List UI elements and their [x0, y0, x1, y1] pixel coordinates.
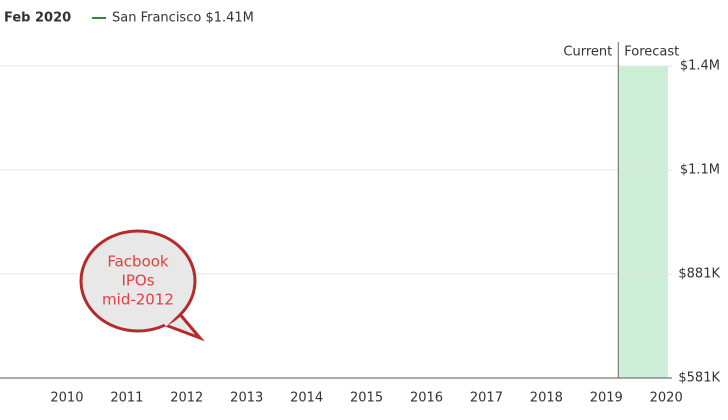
legend-label: San Francisco $1.41M	[112, 11, 254, 26]
y-tick-label: $881K	[678, 267, 720, 282]
forecast-label: Forecast	[624, 45, 679, 60]
header-date: Feb 2020	[4, 11, 71, 26]
y-tick-label: $581K	[678, 371, 720, 386]
x-tick-label: 2019	[590, 391, 623, 406]
x-tick-label: 2017	[470, 391, 503, 406]
forecast-band	[618, 66, 668, 378]
x-tick-label: 2012	[170, 391, 203, 406]
annotation-text: Facbook	[107, 253, 169, 271]
annotation-text: mid-2012	[102, 291, 174, 309]
y-tick-label: $1.1M	[680, 163, 720, 178]
x-tick-label: 2015	[350, 391, 383, 406]
y-tick-label: $1.4M	[680, 59, 720, 74]
x-tick-label: 2016	[410, 391, 443, 406]
bubble-body	[79, 229, 197, 333]
annotation-bubble	[79, 229, 205, 342]
x-tick-label: 2013	[230, 391, 263, 406]
x-tick-label: 2014	[290, 391, 323, 406]
annotation-text: IPOs	[121, 272, 154, 290]
x-tick-label: 2010	[50, 391, 83, 406]
bubble-joint	[163, 310, 180, 327]
x-tick-label: 2011	[110, 391, 143, 406]
x-tick-label: 2018	[530, 391, 563, 406]
x-tick-label: 2020	[650, 391, 683, 406]
current-label: Current	[563, 45, 612, 60]
